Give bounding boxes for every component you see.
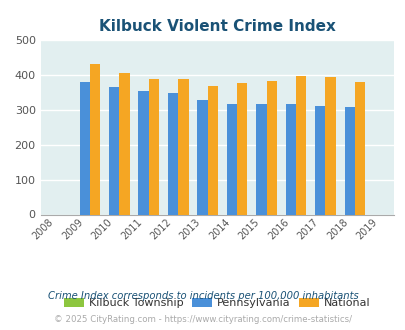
Bar [109, 87, 119, 214]
Bar [197, 100, 207, 214]
Bar [256, 104, 266, 214]
Bar [314, 106, 324, 214]
Bar [295, 76, 305, 214]
Bar [237, 83, 247, 214]
Bar [79, 82, 90, 214]
Bar [119, 73, 129, 214]
Bar [285, 104, 295, 214]
Bar [324, 77, 335, 214]
Bar [90, 64, 100, 214]
Bar [148, 79, 159, 214]
Bar [226, 104, 237, 214]
Bar [138, 91, 148, 214]
Text: © 2025 CityRating.com - https://www.cityrating.com/crime-statistics/: © 2025 CityRating.com - https://www.city… [54, 315, 351, 324]
Title: Kilbuck Violent Crime Index: Kilbuck Violent Crime Index [98, 19, 335, 34]
Bar [354, 82, 364, 214]
Bar [207, 86, 217, 214]
Bar [266, 81, 276, 214]
Text: Crime Index corresponds to incidents per 100,000 inhabitants: Crime Index corresponds to incidents per… [47, 291, 358, 301]
Bar [178, 79, 188, 214]
Bar [168, 93, 178, 214]
Bar [344, 108, 354, 214]
Legend: Kilbuck Township, Pennsylvania, National: Kilbuck Township, Pennsylvania, National [60, 293, 374, 313]
